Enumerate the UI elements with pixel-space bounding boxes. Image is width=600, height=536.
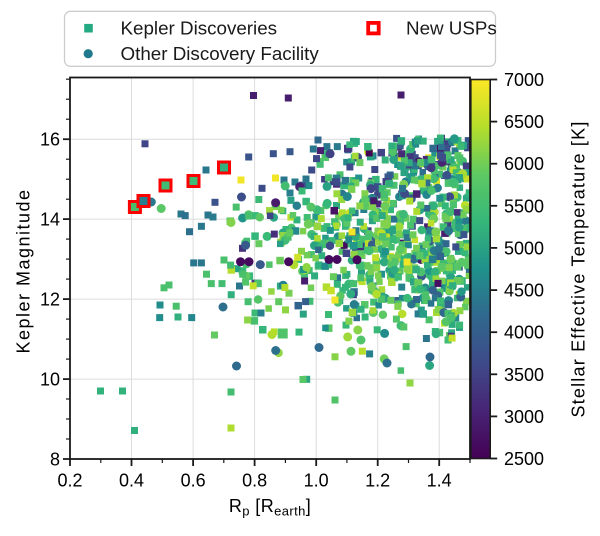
svg-text:0.4: 0.4 <box>119 471 144 491</box>
svg-text:16: 16 <box>40 130 60 150</box>
svg-text:4500: 4500 <box>504 281 544 301</box>
svg-text:Other Discovery Facility: Other Discovery Facility <box>121 43 320 64</box>
svg-text:3500: 3500 <box>504 365 544 385</box>
svg-text:1.0: 1.0 <box>304 471 329 491</box>
svg-text:1.2: 1.2 <box>365 471 390 491</box>
svg-text:3000: 3000 <box>504 407 544 427</box>
svg-text:4000: 4000 <box>504 323 544 343</box>
svg-text:Kepler Magnitude: Kepler Magnitude <box>14 188 34 353</box>
svg-text:10: 10 <box>40 370 60 390</box>
svg-text:6500: 6500 <box>504 112 544 132</box>
svg-text:1.4: 1.4 <box>427 471 452 491</box>
svg-text:7000: 7000 <box>504 70 544 90</box>
svg-text:New USPs: New USPs <box>406 18 497 39</box>
svg-text:Kepler Discoveries: Kepler Discoveries <box>121 18 278 39</box>
svg-text:8: 8 <box>50 450 60 470</box>
svg-text:0.6: 0.6 <box>181 471 206 491</box>
svg-text:14: 14 <box>40 210 60 230</box>
svg-text:Stellar Effective Temperature: Stellar Effective Temperature [K] <box>569 120 589 417</box>
svg-text:0.8: 0.8 <box>242 471 267 491</box>
svg-text:12: 12 <box>40 290 60 310</box>
svg-text:6000: 6000 <box>504 154 544 174</box>
svg-text:0.2: 0.2 <box>57 471 82 491</box>
svg-text:5500: 5500 <box>504 196 544 216</box>
svg-text:5000: 5000 <box>504 238 544 258</box>
svg-text:2500: 2500 <box>504 449 544 469</box>
